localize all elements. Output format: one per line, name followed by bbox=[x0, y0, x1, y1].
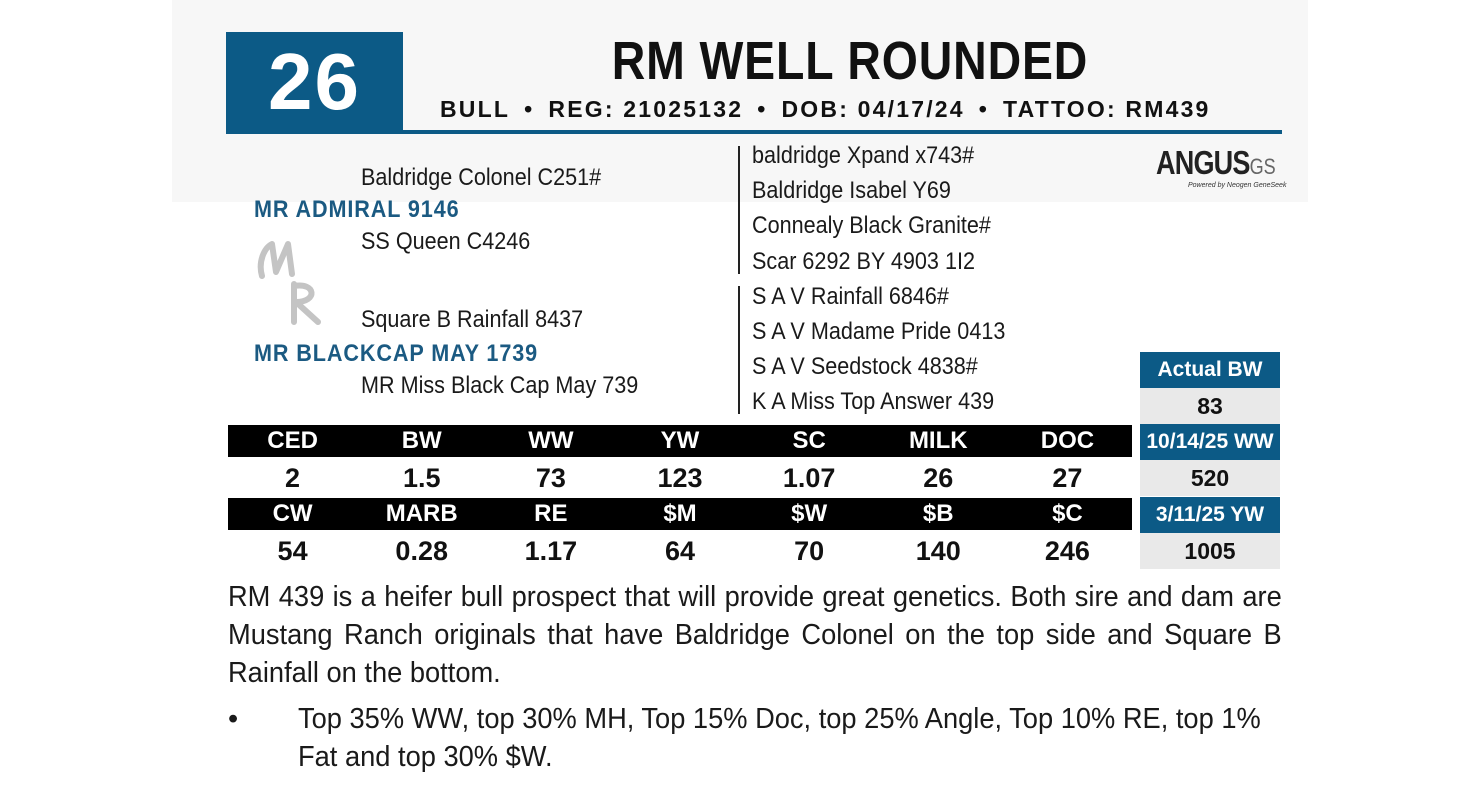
ancestor-1: baldridge Xpand x743# bbox=[752, 142, 975, 169]
description-text: RM 439 is a heifer bull prospect that wi… bbox=[228, 581, 1282, 689]
tattoo: TATTOO: RM439 bbox=[1003, 96, 1211, 122]
ancestor-6: S A V Madame Pride 0413 bbox=[752, 318, 1006, 345]
weight-actual-bw: Actual BW 83 bbox=[1140, 352, 1280, 424]
epd-header: $C bbox=[1052, 500, 1083, 527]
ancestor-8: K A Miss Top Answer 439 bbox=[752, 388, 995, 415]
angus-logo-tagline: Powered by Neogen GeneSeek bbox=[1188, 182, 1287, 189]
epd-value: 27 bbox=[1052, 463, 1083, 493]
angus-gs-logo: ANGUSGS Powered by Neogen GeneSeek bbox=[1156, 144, 1286, 194]
epd-value: 70 bbox=[794, 536, 825, 566]
epd-header: SC bbox=[792, 427, 826, 454]
separator-dot: • bbox=[524, 96, 535, 122]
weight-value: 520 bbox=[1140, 460, 1280, 496]
epd-header: $W bbox=[791, 500, 828, 527]
ancestor-5: S A V Rainfall 6846# bbox=[752, 283, 949, 310]
sire-name: MR ADMIRAL 9146 bbox=[254, 196, 460, 223]
separator-dot: • bbox=[978, 96, 990, 122]
weight-yw: 3/11/25 YW 1005 bbox=[1140, 497, 1280, 569]
mr-ranch-brand-icon bbox=[257, 241, 321, 325]
epd-header: CW bbox=[272, 500, 313, 527]
dam-sire: Square B Rainfall 8437 bbox=[361, 306, 584, 333]
weight-label: Actual BW bbox=[1140, 352, 1280, 388]
dam-name: MR BLACKCAP MAY 1739 bbox=[254, 340, 539, 367]
epd-header: MILK bbox=[908, 427, 968, 454]
epd-value: 123 bbox=[657, 463, 703, 493]
pedigree-bracket-bottom bbox=[738, 286, 740, 414]
epd-header: BW bbox=[401, 427, 442, 454]
sire-dam: SS Queen C4246 bbox=[361, 228, 531, 255]
angus-logo-text: ANGUSGS bbox=[1156, 144, 1276, 181]
sex-label: BULL bbox=[440, 96, 511, 122]
epd-header: YW bbox=[660, 427, 700, 454]
epd-header: $M bbox=[663, 500, 697, 527]
epd-value-row-1: 2 1.5 73 123 1.07 26 27 bbox=[228, 460, 1132, 496]
epd-value: 2 bbox=[285, 463, 301, 493]
epd-header: WW bbox=[528, 427, 574, 454]
date-of-birth: DOB: 04/17/24 bbox=[781, 96, 965, 122]
animal-name: RM WELL ROUNDED bbox=[611, 31, 1089, 91]
epd-value: 64 bbox=[664, 536, 696, 566]
separator-dot: • bbox=[757, 96, 768, 122]
pedigree-bracket-top bbox=[738, 146, 740, 274]
epd-value: 1.5 bbox=[402, 463, 441, 493]
dam-dam: MR Miss Black Cap May 739 bbox=[361, 372, 639, 399]
sire-sire: Baldridge Colonel C251# bbox=[361, 164, 602, 191]
ancestor-3: Connealy Black Granite# bbox=[752, 212, 991, 239]
epd-value: 73 bbox=[535, 463, 566, 493]
ancestor-4: Scar 6292 BY 4903 1I2 bbox=[752, 248, 975, 275]
epd-value: 1.07 bbox=[782, 463, 836, 493]
epd-header: CED bbox=[267, 427, 318, 454]
epd-header: $B bbox=[922, 500, 954, 527]
epd-header: RE bbox=[534, 500, 568, 527]
weight-value: 83 bbox=[1140, 388, 1280, 424]
epd-value: 1.17 bbox=[524, 536, 578, 566]
epd-value: 26 bbox=[923, 463, 954, 493]
epd-value-row-2: 54 0.28 1.17 64 70 140 246 bbox=[228, 533, 1132, 569]
epd-header: MARB bbox=[385, 500, 458, 527]
bullet-mark: • bbox=[228, 703, 239, 735]
weight-label: 10/14/25 WW bbox=[1140, 424, 1280, 460]
epd-header-row-2: CW MARB RE $M $W $B $C bbox=[228, 498, 1132, 530]
bullet-text: Top 35% WW, top 30% MH, Top 15% Doc, top… bbox=[298, 703, 1261, 773]
epd-value: 246 bbox=[1044, 536, 1090, 566]
weight-value: 1005 bbox=[1140, 533, 1280, 569]
epd-value: 140 bbox=[915, 536, 961, 566]
animal-info-line: BULL • REG: 21025132 • DOB: 04/17/24 • TATTOO:… bbox=[440, 96, 1280, 123]
lot-number: 26 bbox=[226, 32, 403, 132]
epd-value: 54 bbox=[277, 536, 308, 566]
description: RM 439 is a heifer bull prospect that wi… bbox=[228, 578, 1282, 692]
epd-header-row-1: CED BW WW YW SC MILK DOC bbox=[228, 425, 1132, 457]
epd-header: DOC bbox=[1040, 427, 1095, 454]
ancestor-7: S A V Seedstock 4838# bbox=[752, 353, 978, 380]
weight-ww: 10/14/25 WW 520 bbox=[1140, 424, 1280, 496]
ancestor-2: Baldridge Isabel Y69 bbox=[752, 177, 951, 204]
epd-value: 0.28 bbox=[395, 536, 448, 566]
header-divider bbox=[226, 130, 1282, 134]
weight-label: 3/11/25 YW bbox=[1140, 497, 1280, 533]
registration-number: REG: 21025132 bbox=[548, 96, 744, 122]
